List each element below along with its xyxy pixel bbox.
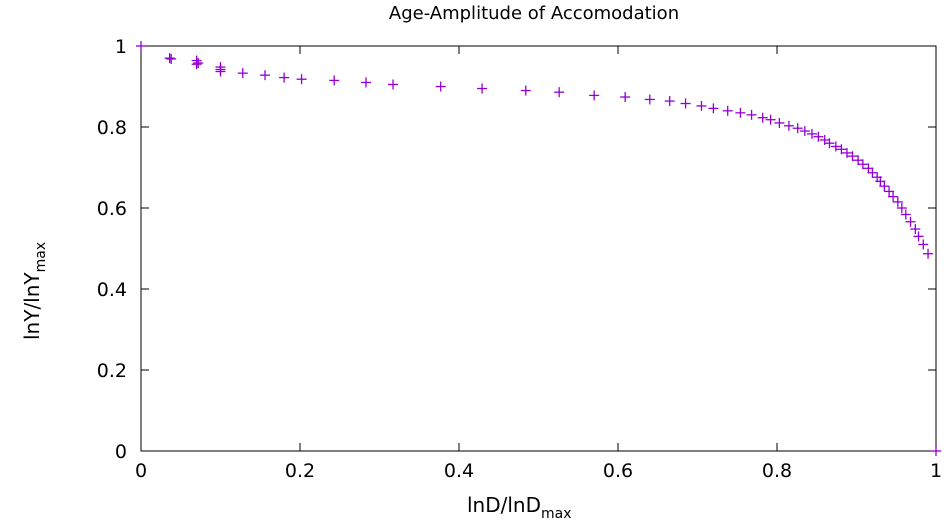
data-point bbox=[900, 209, 911, 220]
data-point bbox=[164, 53, 175, 64]
data-points bbox=[136, 41, 941, 456]
data-point bbox=[237, 68, 248, 79]
data-point bbox=[806, 128, 817, 139]
data-point bbox=[708, 103, 719, 114]
x-axis-label-main: lnD/lnD bbox=[467, 493, 541, 517]
data-point bbox=[830, 141, 841, 152]
data-point bbox=[644, 94, 655, 105]
data-point bbox=[792, 123, 803, 134]
data-point bbox=[722, 105, 733, 116]
data-point bbox=[589, 90, 600, 101]
data-point bbox=[783, 120, 794, 131]
data-point bbox=[680, 98, 691, 109]
data-point bbox=[735, 107, 746, 118]
data-point bbox=[888, 191, 899, 202]
y-axis-label-main: lnY/lnY bbox=[20, 272, 44, 340]
data-point bbox=[853, 155, 864, 166]
data-point bbox=[884, 186, 895, 197]
chart-title: Age-Amplitude of Accomodation bbox=[389, 3, 679, 24]
y-tick-label: 0.6 bbox=[97, 198, 127, 220]
x-axis-ticks bbox=[140, 46, 937, 451]
data-point bbox=[664, 96, 675, 107]
y-axis-tick-labels: 0 0.2 0.4 0.6 0.8 1 bbox=[97, 36, 127, 463]
data-point bbox=[879, 181, 890, 192]
x-tick-label: 1 bbox=[930, 460, 942, 482]
data-point bbox=[824, 138, 835, 149]
data-point bbox=[166, 53, 177, 64]
data-point bbox=[765, 114, 776, 125]
data-point bbox=[477, 83, 488, 94]
y-tick-label: 0.4 bbox=[97, 279, 127, 301]
x-axis-tick-labels: 0 0.2 0.4 0.6 0.8 1 bbox=[135, 460, 942, 482]
data-point bbox=[910, 224, 921, 235]
data-point bbox=[857, 159, 868, 170]
x-tick-label: 0 bbox=[135, 460, 147, 482]
data-point bbox=[746, 109, 757, 120]
data-point bbox=[923, 248, 934, 259]
data-point bbox=[520, 85, 531, 96]
y-tick-label: 0.8 bbox=[97, 117, 127, 139]
y-axis-ticks bbox=[141, 45, 936, 452]
data-point bbox=[813, 131, 824, 142]
data-point bbox=[435, 81, 446, 92]
data-point bbox=[136, 41, 146, 51]
data-point bbox=[757, 112, 768, 123]
x-axis-label: lnD/lnDmax bbox=[467, 493, 572, 522]
data-point bbox=[841, 147, 852, 158]
data-point bbox=[260, 70, 271, 81]
data-point bbox=[554, 87, 565, 98]
x-tick-label: 0.6 bbox=[603, 460, 633, 482]
data-point bbox=[799, 126, 810, 137]
data-point bbox=[847, 151, 858, 162]
data-point bbox=[193, 58, 204, 69]
x-tick-label: 0.2 bbox=[285, 460, 315, 482]
data-point bbox=[931, 446, 941, 456]
data-point bbox=[388, 79, 399, 90]
y-tick-label: 0.2 bbox=[97, 360, 127, 382]
data-point bbox=[620, 92, 631, 103]
data-point bbox=[360, 77, 371, 88]
y-tick-label: 1 bbox=[115, 36, 127, 58]
data-point bbox=[696, 100, 707, 111]
y-tick-label: 0 bbox=[115, 441, 127, 463]
data-point bbox=[913, 231, 924, 242]
data-point bbox=[774, 117, 785, 128]
plot-frame bbox=[140, 45, 937, 452]
data-point bbox=[896, 203, 907, 213]
x-axis-label-subscript: max bbox=[541, 506, 572, 522]
data-point bbox=[836, 144, 847, 155]
data-point bbox=[329, 75, 340, 86]
y-axis-label: lnY/lnYmax bbox=[20, 242, 49, 340]
data-point bbox=[892, 196, 903, 207]
data-point bbox=[296, 74, 307, 85]
data-point bbox=[191, 59, 202, 70]
x-tick-label: 0.4 bbox=[444, 460, 474, 482]
data-point bbox=[918, 239, 929, 250]
data-point bbox=[867, 167, 878, 178]
data-point bbox=[279, 72, 290, 83]
x-tick-label: 0.8 bbox=[762, 460, 792, 482]
data-point bbox=[215, 66, 226, 77]
data-point bbox=[905, 216, 916, 227]
y-axis-label-subscript: max bbox=[33, 242, 49, 273]
